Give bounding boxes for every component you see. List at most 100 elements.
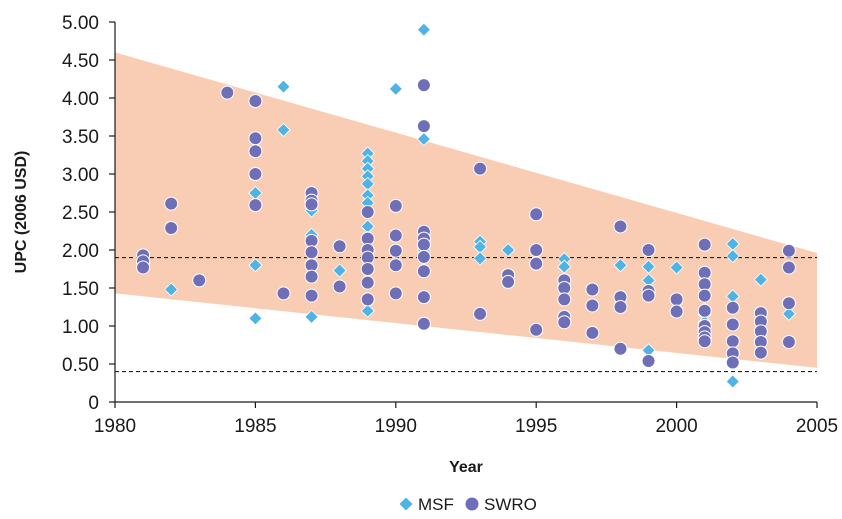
- swro-point: [697, 303, 712, 318]
- swro-point: [416, 78, 431, 93]
- swro-point: [304, 197, 319, 212]
- y-axis-title: UPC (2006 USD): [13, 151, 30, 274]
- swro-point: [781, 334, 796, 349]
- swro-point: [276, 286, 291, 301]
- msf-point: [332, 263, 347, 278]
- swro-point: [248, 198, 263, 213]
- msf-point: [781, 306, 796, 321]
- swro-point: [529, 256, 544, 271]
- swro-point: [697, 237, 712, 252]
- swro-point: [641, 353, 656, 368]
- swro-point: [248, 131, 263, 146]
- swro-point: [332, 239, 347, 254]
- legend: MSF SWRO: [399, 495, 537, 514]
- msf-point: [472, 251, 488, 266]
- x-tick-label: 1990: [375, 416, 417, 437]
- y-tick-label: 3.00: [62, 165, 99, 186]
- msf-point: [416, 22, 431, 37]
- swro-point: [585, 298, 600, 313]
- swro-point: [781, 296, 796, 311]
- y-tick-label: 2.00: [62, 241, 99, 262]
- msf-point: [669, 260, 684, 275]
- msf-point: [164, 282, 179, 297]
- swro-point: [136, 260, 151, 275]
- swro-point: [360, 205, 375, 219]
- x-tick-label: 1985: [234, 416, 276, 437]
- swro-point: [388, 198, 403, 213]
- swro-point: [416, 249, 431, 264]
- swro-point: [669, 304, 684, 319]
- swro-point: [360, 262, 375, 276]
- legend-swro-marker: [465, 497, 479, 511]
- y-tick-label: 0: [88, 393, 99, 414]
- msf-point: [248, 258, 263, 273]
- swro-point: [753, 345, 768, 360]
- x-axis-title: Year: [449, 459, 483, 476]
- msf-point: [753, 272, 768, 287]
- swro-point: [781, 260, 796, 275]
- y-tick-label: 5.00: [62, 13, 99, 34]
- swro-point: [501, 274, 516, 289]
- swro-point: [781, 243, 796, 258]
- msf-point: [501, 242, 516, 258]
- swro-point: [529, 207, 544, 222]
- swro-point: [360, 275, 375, 290]
- swro-point: [557, 292, 572, 307]
- swro-point: [613, 341, 628, 356]
- swro-point: [669, 292, 684, 307]
- swro-point: [529, 322, 544, 337]
- swro-point: [248, 144, 263, 159]
- cost-range-band: [115, 52, 817, 368]
- swro-point: [388, 228, 403, 243]
- msf-point: [725, 249, 740, 264]
- msf-point: [360, 303, 375, 318]
- swro-point: [697, 288, 712, 303]
- swro-point: [388, 286, 403, 301]
- msf-point: [725, 374, 740, 389]
- swro-point: [388, 243, 403, 258]
- swro-point: [641, 288, 656, 303]
- swro-point: [164, 220, 179, 235]
- y-tick-label: 4.00: [62, 89, 99, 110]
- msf-point: [248, 311, 263, 326]
- x-tick-label: 2000: [655, 416, 697, 437]
- swro-point: [557, 315, 572, 330]
- swro-point: [388, 258, 403, 273]
- msf-point: [276, 122, 291, 137]
- msf-point: [276, 79, 291, 94]
- swro-point: [725, 300, 740, 315]
- legend-msf-marker: [399, 497, 413, 511]
- swro-point: [304, 288, 319, 303]
- swro-point: [697, 334, 712, 349]
- msf-point: [641, 259, 656, 274]
- msf-point: [388, 81, 403, 96]
- y-tick-label: 4.50: [62, 51, 99, 72]
- y-tick-label: 1.00: [62, 317, 99, 338]
- swro-point: [164, 196, 179, 211]
- swro-point: [725, 334, 740, 349]
- y-tick-label: 2.50: [62, 203, 99, 224]
- x-tick-label: 1995: [515, 416, 557, 437]
- swro-point: [248, 167, 263, 181]
- msf-point: [613, 258, 628, 273]
- swro-point: [473, 306, 488, 321]
- swro-point: [725, 317, 740, 332]
- swro-point: [248, 94, 263, 109]
- y-tick-label: 3.50: [62, 127, 99, 148]
- swro-point: [613, 300, 628, 314]
- x-tick-label: 1980: [94, 416, 136, 437]
- y-tick-label: 1.50: [62, 279, 99, 300]
- swro-point: [416, 316, 431, 331]
- y-tick-label: 0.50: [62, 355, 99, 376]
- swro-point: [641, 243, 656, 257]
- swro-point: [416, 290, 431, 305]
- swro-point: [416, 237, 431, 252]
- swro-point: [416, 264, 431, 279]
- legend-msf-label: MSF: [418, 495, 454, 514]
- swro-point: [585, 282, 600, 297]
- swro-point: [360, 292, 375, 307]
- msf-point: [416, 131, 431, 147]
- swro-point: [220, 85, 235, 100]
- swro-point: [725, 355, 740, 370]
